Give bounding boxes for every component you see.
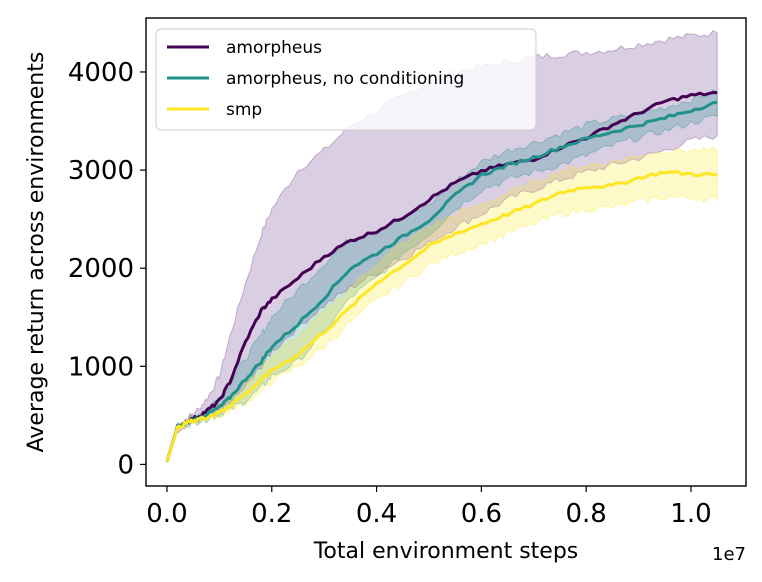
y-tick-label: 3000 <box>68 156 134 186</box>
y-axis-label: Average return across environments <box>24 52 49 453</box>
y-tick-label: 4000 <box>68 58 134 88</box>
line-amorpheus <box>165 91 718 462</box>
y-tick-label: 2000 <box>68 254 134 284</box>
x-axis: 0.0 0.2 0.4 0.6 0.8 1.0 <box>146 486 712 529</box>
x-tick-label: 1.0 <box>670 499 711 529</box>
plot-frame <box>145 17 747 487</box>
band-smp <box>166 146 718 463</box>
y-axis: 0 1000 2000 3000 4000 <box>68 58 146 480</box>
x-tick-label: 0.4 <box>356 499 397 529</box>
line-smp <box>165 170 718 462</box>
x-axis-label: Total environment steps <box>313 539 579 564</box>
x-offset-label: 1e7 <box>712 544 746 565</box>
y-tick-label: 0 <box>117 450 134 480</box>
legend: amorpheus amorpheus, no conditioning smp <box>155 28 537 131</box>
band-amorpheus-no-conditioning <box>166 89 718 463</box>
series-lines <box>165 91 718 462</box>
x-tick-label: 0.8 <box>565 499 606 529</box>
x-tick-label: 0.0 <box>146 499 187 529</box>
legend-box <box>155 28 537 131</box>
x-tick-label: 0.2 <box>251 499 292 529</box>
legend-label-amorpheus-no-conditioning: amorpheus, no conditioning <box>226 69 464 89</box>
line-amorpheus-no-conditioning <box>165 100 718 462</box>
y-tick-label: 1000 <box>68 352 134 382</box>
x-tick-label: 0.6 <box>461 499 502 529</box>
legend-label-amorpheus: amorpheus <box>226 38 322 58</box>
legend-label-smp: smp <box>226 100 262 120</box>
